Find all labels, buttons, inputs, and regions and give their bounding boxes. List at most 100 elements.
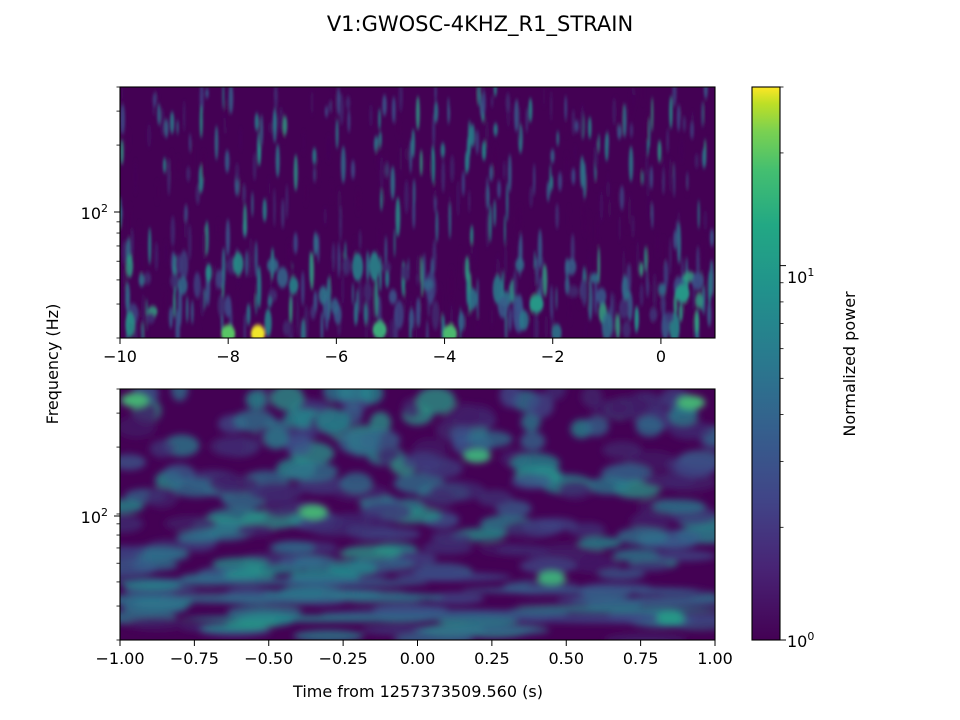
spectrogram-pixel (120, 499, 144, 514)
spectrogram-pixel (415, 253, 420, 277)
spectrogram-pixel (550, 90, 552, 122)
spectrogram-pixel (145, 486, 178, 509)
spectrogram-pixel (357, 281, 363, 314)
spectrogram-pixel (672, 87, 677, 107)
spectrogram-pixel (176, 530, 220, 543)
spectrogram-pixel (330, 179, 333, 203)
spectrogram-pixel (225, 99, 228, 130)
spectrogram-pixel (145, 312, 156, 324)
spectrogram-hotspot (463, 448, 491, 463)
spectrogram-pixel (564, 258, 570, 278)
spectrogram-pixel (662, 236, 666, 271)
spectrogram-pixel (615, 96, 618, 131)
spectrogram-pixel (201, 226, 207, 261)
spectrogram-pixel (496, 544, 550, 557)
spectrogram-pixel (629, 123, 634, 138)
spectrogram-pixel (134, 159, 137, 195)
spectrogram-pixel (177, 284, 183, 327)
spectrogram-pixel (596, 288, 607, 305)
spectrogram-pixel (670, 159, 674, 178)
spectrogram-pixel (177, 276, 188, 295)
spectrogram-pixel (169, 273, 180, 289)
spectrogram-pixel (519, 558, 577, 574)
spectrogram-pixel (536, 517, 578, 532)
spectrogram-pixel (121, 87, 124, 103)
spectrogram-pixel (581, 204, 586, 222)
spectrogram-pixel (432, 239, 437, 274)
spectrogram-pixel (158, 595, 346, 604)
spectrogram-pixel (122, 263, 127, 290)
spectrogram-pixel (586, 477, 631, 495)
spectrogram-pixel (398, 87, 403, 112)
spectrogram-pixel (122, 601, 187, 615)
spectrogram-pixel (459, 246, 462, 288)
spectrogram-pixel (347, 109, 351, 133)
spectrogram-pixel (189, 133, 191, 153)
spectrogram-pixel (160, 107, 165, 137)
spectrogram-pixel (653, 550, 715, 562)
spectrogram-pixel (489, 164, 493, 182)
spectrogram-pixel (195, 184, 200, 205)
spectrogram-pixel (293, 154, 298, 191)
spectrogram-pixel (617, 124, 622, 140)
spectrogram-pixel (542, 264, 548, 297)
spectrogram-pixel (598, 134, 600, 153)
spectrogram-pixel (225, 219, 230, 257)
spectrogram-pixel (245, 389, 267, 410)
spectrogram-pixel (361, 624, 439, 636)
spectrogram-pixel (193, 272, 201, 298)
spectrogram-hotspot (120, 393, 149, 408)
spectrogram-pixel (542, 87, 546, 108)
spectrogram-pixel (216, 219, 220, 238)
spectrogram-pixel (583, 416, 610, 437)
spectrogram-pixel (404, 147, 409, 161)
spectrogram-pixel (369, 251, 380, 281)
spectrogram-pixel (430, 530, 473, 544)
spectrogram-pixel (146, 123, 152, 148)
x-tick-label: −0.50 (244, 649, 293, 668)
spectrogram-pixel (702, 147, 707, 169)
spectrogram-pixel (422, 540, 473, 555)
spectrogram-pixel (127, 129, 131, 150)
spectrogram-pixel (328, 592, 445, 602)
spectrogram-pixel (363, 302, 368, 325)
spectrogram-pixel (285, 461, 339, 482)
spectrogram-pixel (652, 499, 706, 514)
bottom-panel: −1.00 −0.75 −0.50 −0.25 0.00 0.25 0.50 0.75 1.00… (81, 388, 733, 668)
colorbar-label: Normalized power (840, 291, 859, 437)
spectrogram-pixel (590, 272, 599, 284)
spectrogram-pixel (669, 157, 672, 194)
spectrogram-pixel (574, 120, 579, 133)
spectrogram-pixel (156, 87, 160, 99)
spectrogram-pixel (340, 146, 346, 184)
spectrogram-pixel (669, 95, 673, 129)
spectrogram-pixel (647, 245, 652, 286)
spectrogram-pixel (618, 214, 621, 242)
spectrogram-pixel (355, 188, 361, 215)
spectrogram-pixel (580, 103, 585, 139)
spectrogram-pixel (630, 511, 671, 531)
spectrogram-pixel (377, 295, 382, 324)
spectrogram-pixel (458, 311, 465, 332)
spectrogram-pixel (493, 87, 497, 97)
spectrogram-pixel (555, 203, 559, 230)
spectrogram-pixel (273, 188, 276, 228)
spectrogram-pixel (532, 314, 536, 338)
spectrogram-pixel (276, 267, 289, 288)
x-tick-label: 0.50 (548, 649, 584, 668)
spectrogram-pixel (401, 398, 421, 419)
spectrogram-pixel (624, 209, 629, 233)
spectrogram-pixel (568, 285, 579, 298)
spectrogram-pixel (565, 119, 568, 138)
spectrogram-pixel (352, 252, 364, 282)
spectrogram-pixel (149, 439, 175, 458)
spectrogram-pixel (198, 295, 201, 338)
spectrogram-pixel (673, 230, 677, 250)
spectrogram-pixel (396, 118, 401, 138)
spectrogram-pixel (508, 307, 513, 332)
spectrogram-pixel (669, 237, 672, 275)
spectrogram-pixel (148, 227, 152, 265)
spectrogram-pixel (393, 228, 396, 258)
spectrogram-pixel (448, 202, 452, 239)
x-tick-label: −2 (541, 347, 565, 366)
